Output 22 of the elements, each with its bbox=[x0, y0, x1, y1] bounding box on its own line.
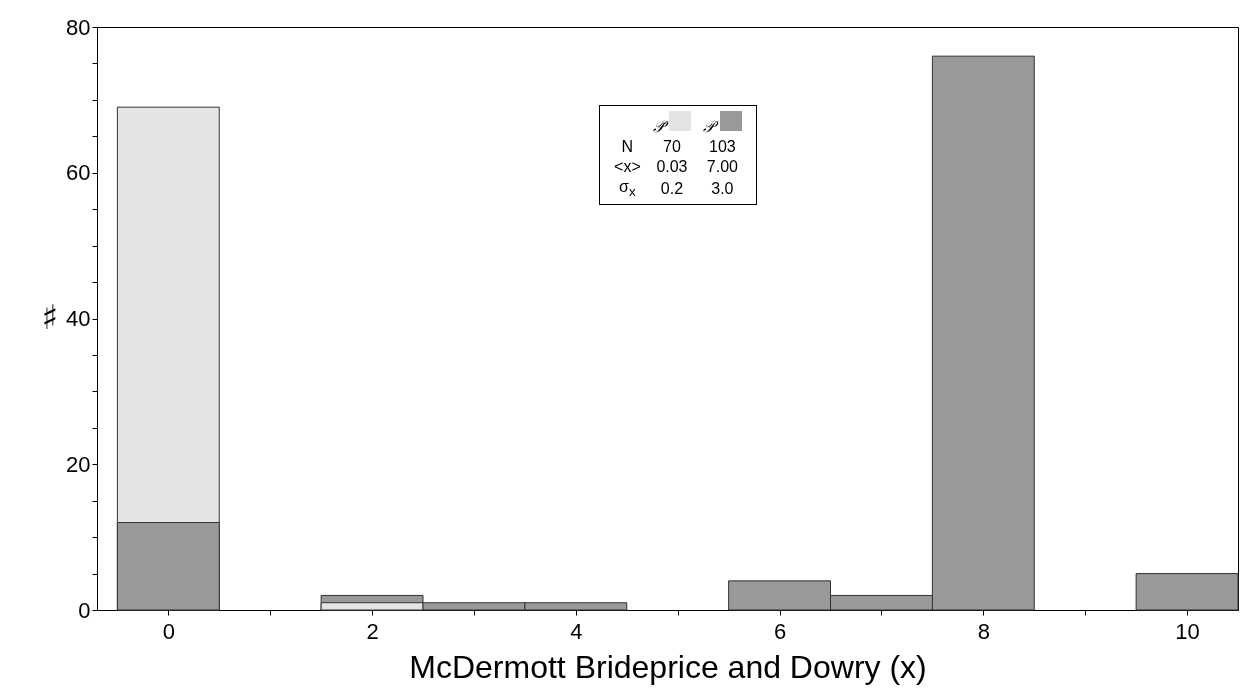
x-tick-label: 4 bbox=[570, 618, 583, 644]
x-tick-label: 10 bbox=[1175, 618, 1200, 644]
y-axis-title: ♯ bbox=[41, 297, 59, 337]
annotation: 0.2 bbox=[659, 178, 685, 199]
x-axis-title: McDermott Brideprice and Dowry (x) bbox=[409, 648, 927, 685]
annotation: <x> bbox=[613, 157, 642, 178]
annotation: N bbox=[620, 137, 635, 158]
x-tick-label: 6 bbox=[773, 618, 787, 644]
x-tick-label: 8 bbox=[977, 618, 990, 644]
y-tick-label: 60 bbox=[66, 160, 91, 186]
y-tick-label: 40 bbox=[66, 306, 91, 331]
x-tick-label: 2 bbox=[366, 618, 379, 644]
annotation: 7.00 bbox=[705, 157, 739, 178]
annotation: 70 bbox=[662, 137, 682, 158]
y-tick-label: 80 bbox=[66, 14, 91, 40]
annotation: 103 bbox=[708, 137, 737, 158]
annotation: 0.03 bbox=[655, 157, 689, 178]
y-tick-label: 20 bbox=[66, 451, 91, 477]
annotation: 3.0 bbox=[710, 178, 735, 199]
y-tick-label: 0 bbox=[78, 597, 91, 623]
x-tick-label: 0 bbox=[162, 618, 175, 644]
annotation: σ$_{x}$ bbox=[618, 177, 637, 201]
